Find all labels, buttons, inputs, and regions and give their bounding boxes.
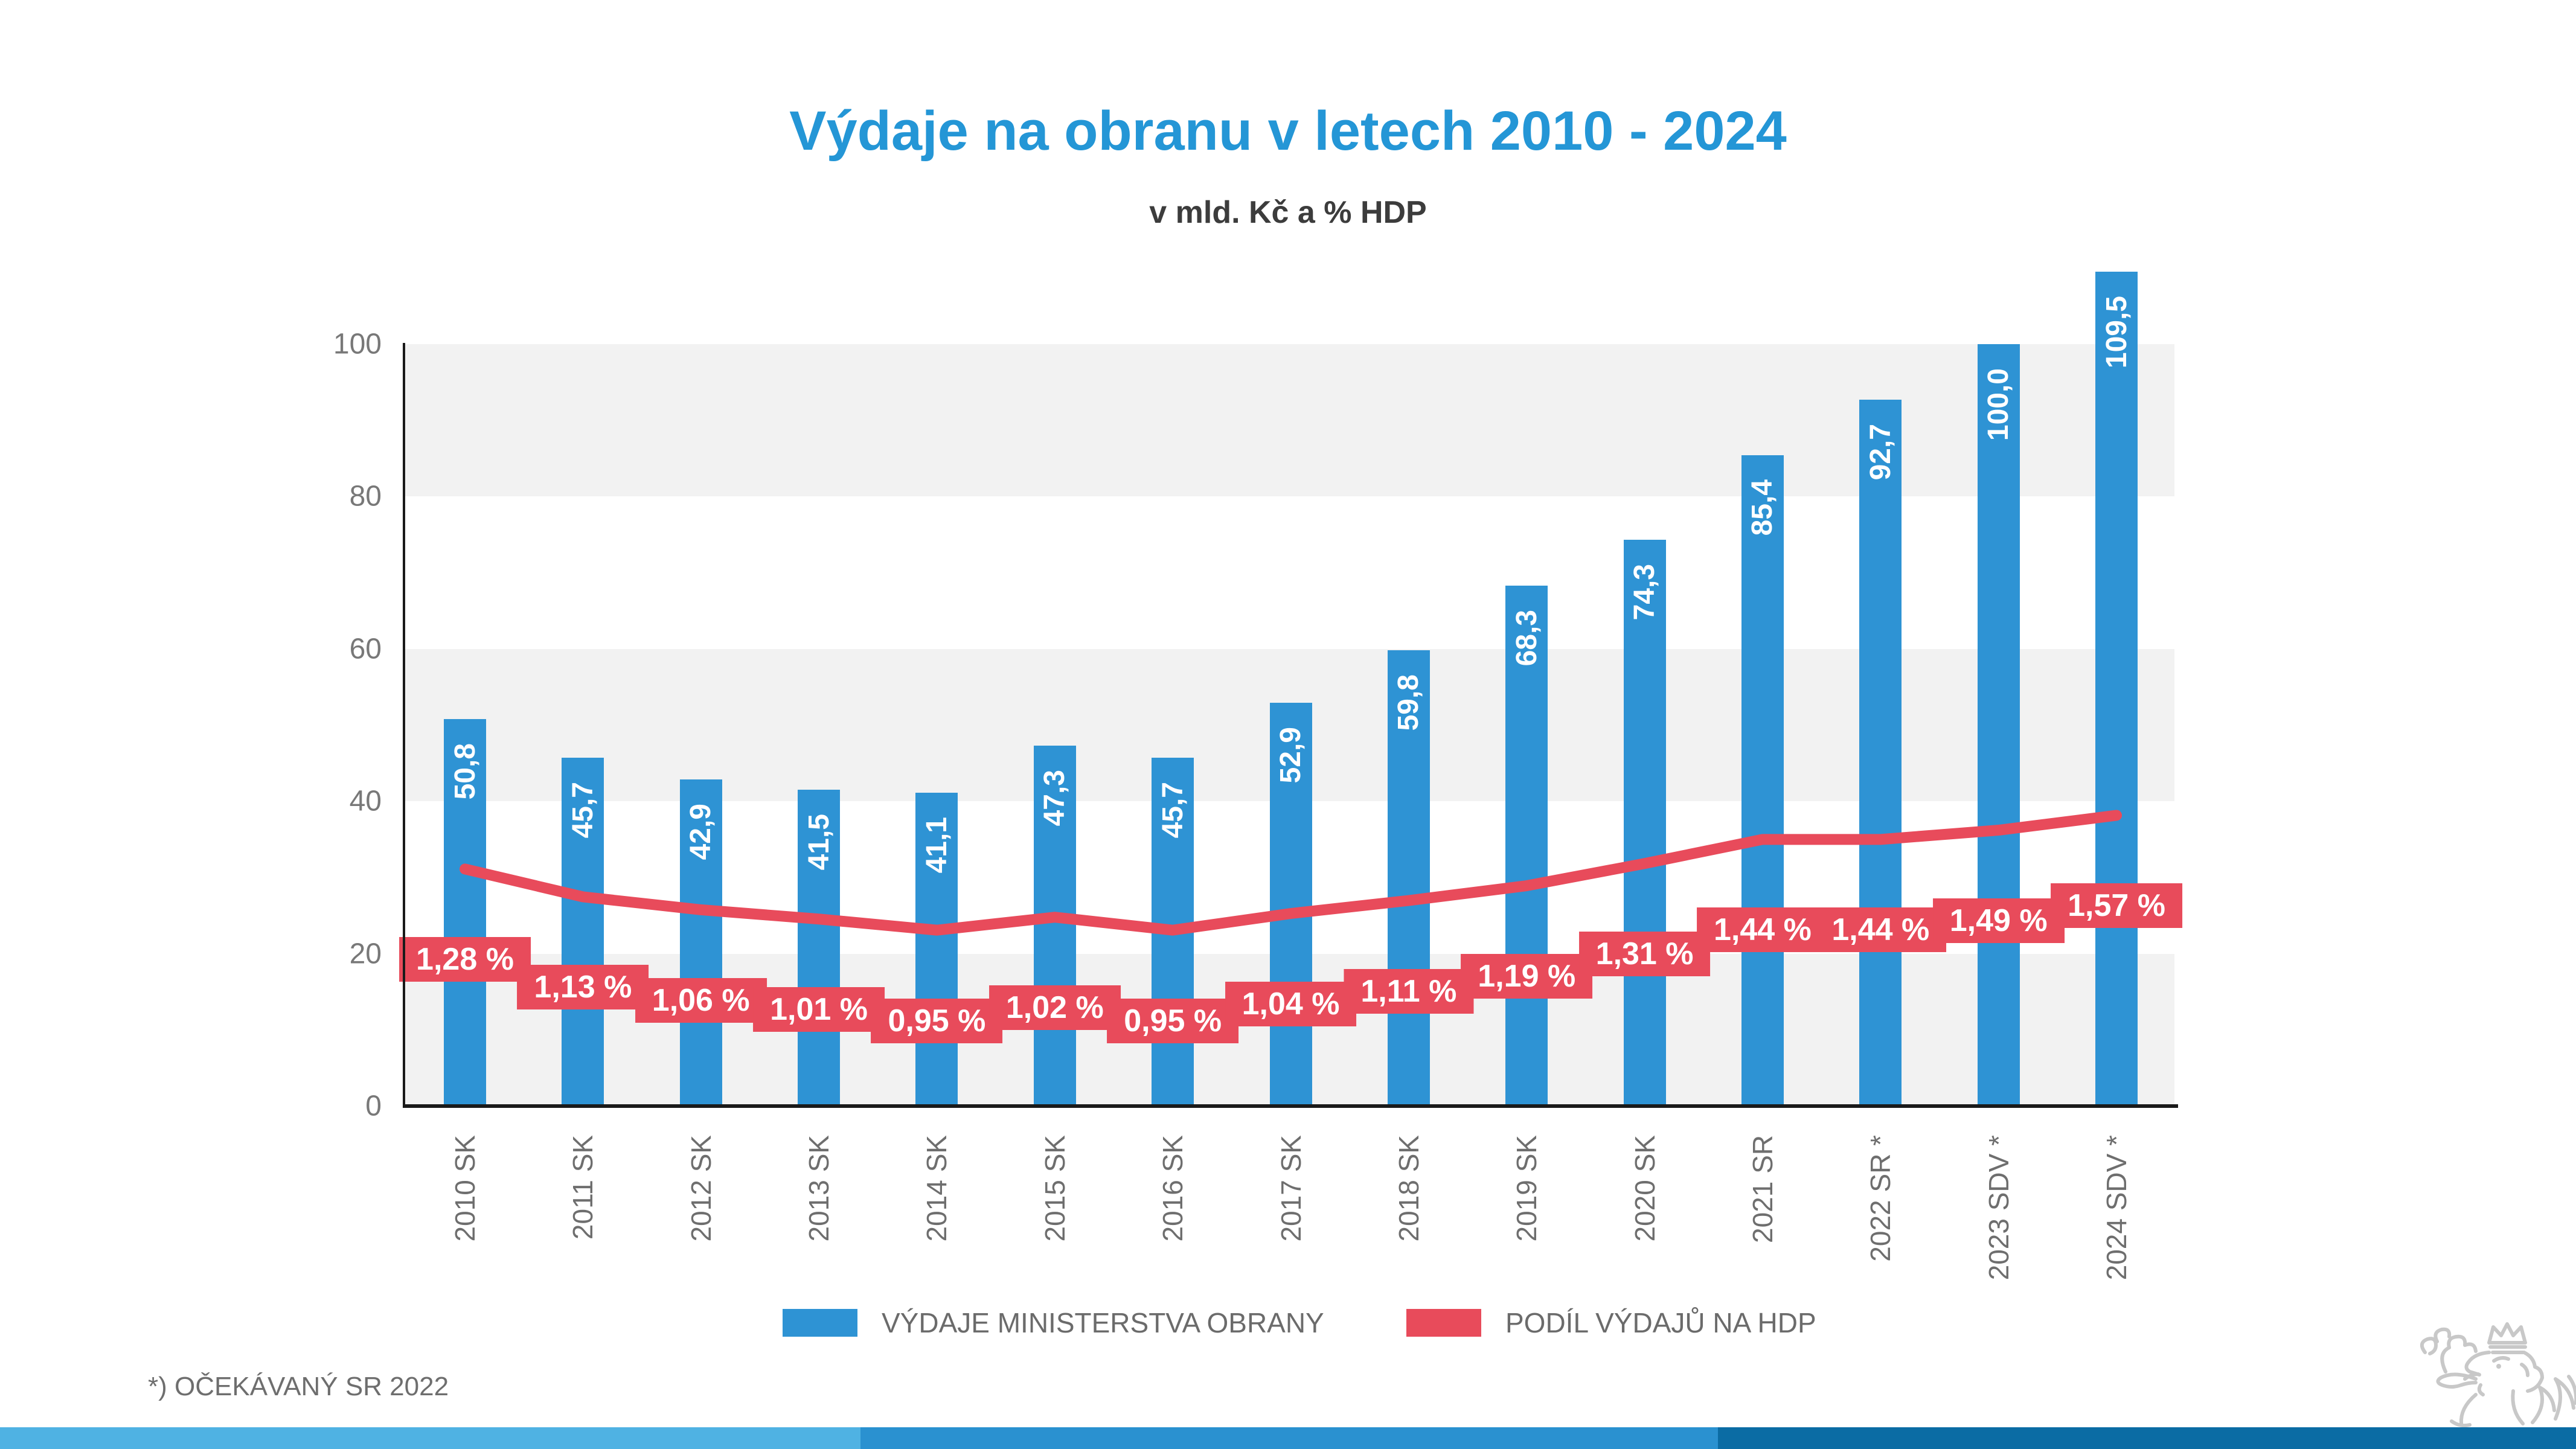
gdp-share-badge: 0,95 % [871, 998, 1003, 1043]
bar-value-label: 50,8 [449, 743, 481, 800]
bar-value-label: 41,5 [803, 814, 835, 871]
bar: 45,7 [562, 758, 604, 1106]
gdp-share-badge: 1,57 % [2051, 883, 2182, 929]
gdp-share-badge: 1,04 % [1225, 982, 1357, 1027]
gdp-share-badge: 1,31 % [1578, 932, 1711, 977]
bar-value-label: 74,3 [1629, 564, 1661, 621]
gdp-share-badge: 1,44 % [1815, 907, 1947, 953]
x-axis-label: 2022 SR * [1865, 1135, 1897, 1262]
bar-value-label: 41,1 [920, 817, 953, 874]
bar-value-label: 47,3 [1039, 770, 1071, 827]
gdp-share-badge: 1,13 % [517, 965, 649, 1010]
x-axis-label: 2011 SK [567, 1135, 599, 1240]
x-axis-label: 2014 SK [921, 1135, 953, 1242]
bar-value-label: 42,9 [685, 803, 717, 860]
bar: 50,8 [444, 718, 486, 1106]
bar: 109,5 [2095, 272, 2138, 1106]
czech-lion-logo-icon [2420, 1322, 2576, 1427]
gdp-share-badge: 1,19 % [1461, 954, 1593, 999]
x-axis-label: 2024 SDV * [2101, 1135, 2133, 1281]
x-axis-label: 2019 SK [1511, 1135, 1543, 1242]
bottom-strip-dark [1718, 1427, 2576, 1449]
legend-item-gdp-share: PODÍL VÝDAJŮ NA HDP [1406, 1307, 1816, 1339]
grid-band [404, 344, 2174, 497]
chart-title: Výdaje na obranu v letech 2010 - 2024 [789, 100, 1787, 162]
y-axis-line [403, 343, 405, 1107]
gdp-share-badge: 0,95 % [1107, 998, 1239, 1043]
gdp-share-badge: 1,11 % [1344, 968, 1474, 1014]
gdp-share-badge: 1,44 % [1697, 907, 1828, 953]
bar: 100,0 [1977, 344, 2020, 1106]
bar: 41,5 [798, 790, 841, 1106]
legend-label-gdp-share: PODÍL VÝDAJŮ NA HDP [1505, 1307, 1816, 1339]
gdp-share-swatch-icon [1406, 1309, 1481, 1337]
x-axis-label: 2023 SDV * [1982, 1135, 2014, 1281]
y-tick-label: 60 [349, 633, 382, 665]
gdp-share-badge: 1,49 % [1932, 898, 2065, 944]
x-axis-label: 2016 SK [1157, 1135, 1189, 1242]
x-axis-line [403, 1104, 2178, 1108]
x-axis-label: 2015 SK [1039, 1135, 1071, 1242]
x-axis-label: 2017 SK [1275, 1135, 1307, 1242]
x-axis-label: 2021 SR [1746, 1135, 1778, 1244]
gdp-share-badge: 1,06 % [635, 977, 767, 1023]
bottom-strip-light [0, 1427, 860, 1449]
bar-value-label: 45,7 [1156, 782, 1189, 839]
x-axis-label: 2013 SK [803, 1135, 835, 1242]
bar: 92,7 [1859, 400, 1902, 1106]
x-axis-label: 2018 SK [1392, 1135, 1424, 1242]
bar-value-label: 109,5 [2100, 296, 2133, 369]
bar-value-label: 100,0 [1982, 368, 2015, 441]
gdp-share-badge: 1,02 % [988, 985, 1121, 1031]
bar-value-label: 68,3 [1510, 610, 1543, 667]
legend-label-expenses: VÝDAJE MINISTERSTVA OBRANY [882, 1307, 1324, 1339]
gdp-share-badge: 1,01 % [753, 987, 885, 1032]
y-tick-label: 0 [365, 1090, 382, 1122]
gdp-share-badge: 1,28 % [399, 937, 531, 982]
y-tick-label: 20 [349, 938, 382, 970]
bar: 74,3 [1623, 540, 1666, 1106]
expenses-swatch-icon [783, 1309, 857, 1337]
bar-value-label: 92,7 [1864, 424, 1897, 481]
bottom-strip-mid [860, 1427, 1718, 1449]
bar: 59,8 [1387, 650, 1430, 1106]
bar-value-label: 45,7 [566, 782, 599, 839]
chart-subtitle: v mld. Kč a % HDP [1149, 195, 1427, 230]
legend-item-expenses: VÝDAJE MINISTERSTVA OBRANY [783, 1307, 1324, 1339]
bar: 42,9 [679, 779, 722, 1106]
y-tick-label: 100 [333, 328, 382, 360]
bar: 41,1 [915, 793, 958, 1106]
bar: 68,3 [1505, 586, 1548, 1106]
footnote: *) OČEKÁVANÝ SR 2022 [148, 1372, 449, 1401]
x-axis-label: 2010 SK [449, 1135, 481, 1242]
x-axis-label: 2012 SK [685, 1135, 717, 1242]
bar: 52,9 [1269, 703, 1312, 1106]
bar-value-label: 59,8 [1392, 674, 1425, 731]
bar: 85,4 [1741, 455, 1784, 1106]
bar-value-label: 85,4 [1746, 479, 1779, 536]
y-tick-label: 40 [349, 785, 382, 817]
bar-value-label: 52,9 [1275, 727, 1307, 784]
y-tick-label: 80 [349, 480, 382, 513]
x-axis-label: 2020 SK [1629, 1135, 1661, 1242]
bar: 45,7 [1152, 758, 1194, 1106]
bar: 47,3 [1033, 746, 1076, 1106]
